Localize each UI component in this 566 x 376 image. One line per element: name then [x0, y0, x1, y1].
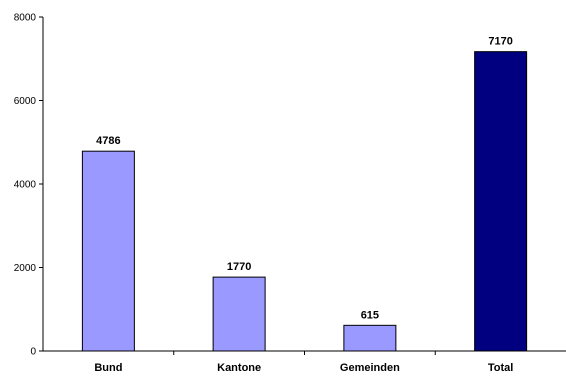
data-label: 615 [361, 309, 379, 321]
data-label: 1770 [227, 261, 251, 273]
y-tick-label: 4000 [14, 180, 37, 191]
data-label: 7170 [488, 36, 512, 48]
bar-bund [81, 150, 135, 352]
x-category-label: Kantone [217, 362, 261, 374]
x-category-label: Gemeinden [340, 362, 400, 374]
y-tick-label: 6000 [14, 96, 37, 107]
y-tick-label: 8000 [14, 13, 37, 24]
data-label: 4786 [96, 135, 120, 147]
labels: 4786 Bund 1770 Kantone 615 Gemeinden 7170 Total [94, 36, 513, 374]
y-tick-label: 2000 [14, 263, 37, 274]
x-category-label: Bund [94, 362, 122, 374]
bar-total [474, 51, 528, 352]
x-category-label: Total [488, 362, 513, 374]
y-tick-label: 0 [30, 347, 36, 358]
bar-kantone [212, 276, 266, 352]
bars [81, 51, 528, 352]
bar-gemeinden [343, 324, 397, 352]
